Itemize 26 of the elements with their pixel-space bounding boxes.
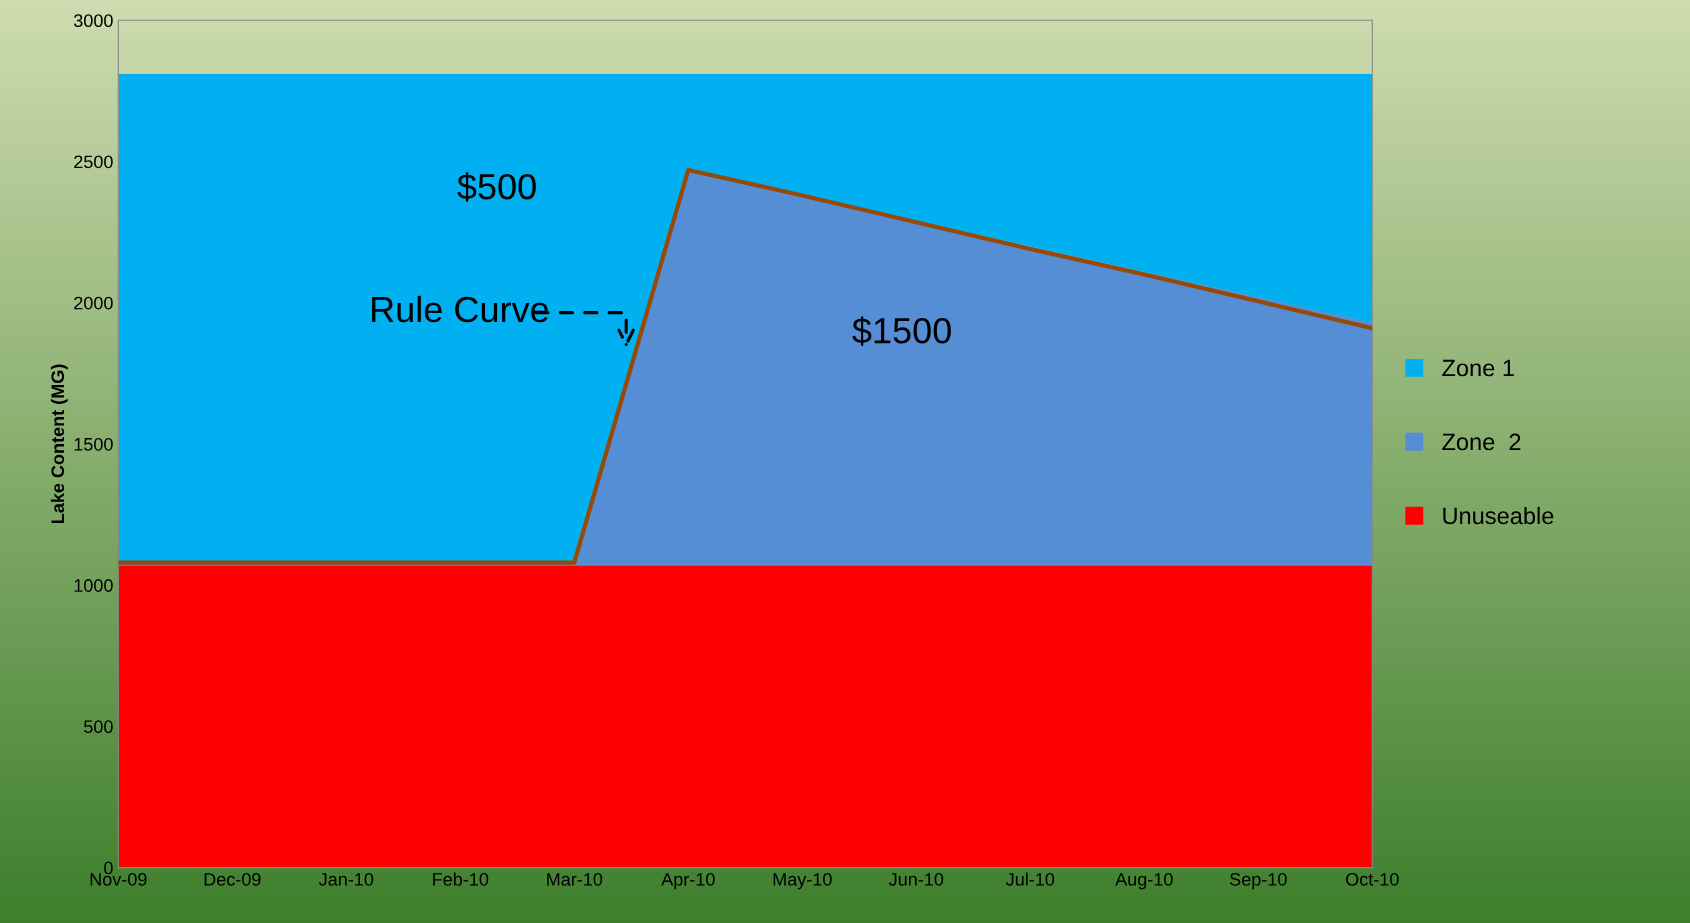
x-tick-label: Oct-10 [1346, 872, 1399, 886]
x-tick-label: Dec-09 [204, 872, 261, 886]
y-axis-title: Lake Content (MG) [50, 364, 68, 523]
legend-label: Unuseable [1443, 506, 1554, 525]
y-tick-label: 500 [84, 720, 113, 734]
y-tick-label: 2500 [74, 155, 113, 169]
y-tick-label: 0 [104, 861, 113, 875]
y-tick-label: 1500 [74, 437, 113, 451]
x-tick-label: Jan-10 [318, 872, 374, 886]
x-tick-label: Jun-10 [888, 872, 944, 886]
x-tick-label: May-10 [773, 872, 832, 890]
legend-label: Zone 2 [1442, 433, 1521, 451]
y-tick-label: 1000 [74, 579, 113, 592]
annotation: $1500 [852, 316, 951, 346]
x-tick-label: Jul-10 [1005, 872, 1055, 886]
annotation: Rule Curve [372, 295, 549, 323]
legend-label: Zone 1 [1442, 359, 1514, 377]
x-tick-label: Feb-10 [433, 872, 489, 886]
annotation: $500 [457, 172, 536, 202]
y-tick-label: 2000 [74, 296, 113, 310]
x-tick-label: Apr-10 [661, 872, 715, 890]
x-tick-label: Nov-09 [90, 872, 147, 886]
y-tick-label: 3000 [73, 14, 113, 28]
x-tick-label: Mar-10 [547, 872, 603, 886]
x-tick-label: Aug-10 [1115, 872, 1173, 890]
x-tick-label: Sep-10 [1229, 872, 1287, 890]
